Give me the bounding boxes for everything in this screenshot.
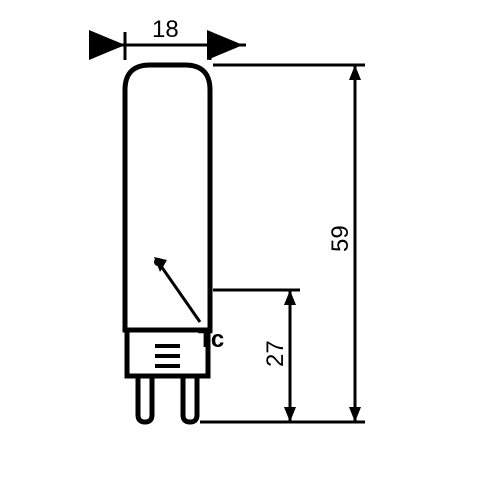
dim-height-total-label: 59 bbox=[327, 225, 354, 252]
base-ridges bbox=[155, 346, 180, 366]
technical-drawing: Tc 18 59 27 bbox=[0, 0, 500, 500]
dim-height-lower-label: 27 bbox=[262, 340, 289, 367]
dim-width-label: 18 bbox=[152, 16, 179, 43]
tc-label: Tc bbox=[198, 326, 224, 353]
bulb-body bbox=[125, 65, 210, 422]
tc-arrow-line bbox=[161, 266, 200, 322]
